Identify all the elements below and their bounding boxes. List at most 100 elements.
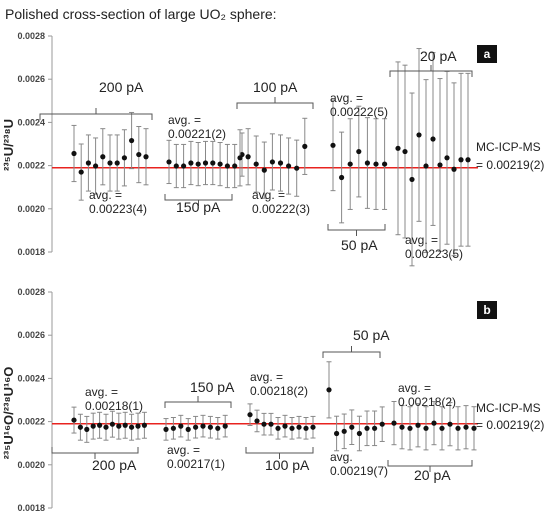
- data-point: [296, 424, 302, 430]
- data-point: [364, 425, 370, 431]
- data-point: [303, 425, 309, 431]
- data-point: [84, 426, 90, 432]
- data-point: [215, 425, 221, 431]
- average-label: avg. =: [167, 443, 200, 457]
- data-point: [444, 155, 450, 161]
- average-value: 0.00222(3): [252, 202, 310, 216]
- data-point: [129, 424, 135, 430]
- data-point: [261, 421, 267, 427]
- y-tick-label: 0.0022: [17, 161, 45, 171]
- average-value: 0.00223(4): [89, 202, 147, 216]
- data-point: [103, 424, 109, 430]
- data-point: [129, 137, 135, 144]
- data-point: [437, 162, 443, 168]
- data-point: [294, 165, 300, 171]
- data-point: [334, 430, 340, 437]
- data-point: [415, 422, 421, 428]
- average-value: 0.00223(5): [405, 247, 463, 261]
- data-point: [286, 163, 292, 169]
- group-bracket: [389, 65, 473, 77]
- y-tick-label: 0.0018: [17, 503, 45, 513]
- reference-value-label: = 0.00219(2): [476, 158, 544, 172]
- data-point: [423, 425, 429, 431]
- average-label: avg. =: [398, 381, 431, 395]
- average-label: avg. =: [405, 233, 438, 247]
- data-point: [302, 143, 308, 149]
- group-bracket: [164, 194, 233, 206]
- data-point: [210, 160, 216, 166]
- y-axis-label: ²³⁵U¹⁶O/²³⁸U¹⁶O: [1, 367, 16, 460]
- data-point: [193, 424, 199, 430]
- data-point: [178, 423, 184, 429]
- data-point: [170, 425, 176, 431]
- data-point: [93, 163, 99, 169]
- data-point: [217, 161, 223, 167]
- average-label: avg. =: [330, 91, 363, 105]
- data-point: [245, 154, 251, 160]
- current-label: 100 pA: [265, 457, 310, 473]
- data-point: [247, 412, 253, 418]
- reference-label: MC-ICP-MS: [476, 140, 541, 154]
- data-point: [85, 160, 91, 166]
- y-tick-label: 0.0028: [17, 287, 45, 297]
- data-point: [232, 163, 238, 169]
- average-label: avg.: [330, 450, 353, 464]
- average-value: 0.00218(2): [250, 384, 308, 398]
- panel-label: a: [484, 47, 491, 61]
- data-point: [277, 160, 284, 166]
- data-point: [141, 422, 147, 428]
- group-bracket: [39, 108, 153, 120]
- data-point: [447, 421, 453, 427]
- data-point: [202, 160, 209, 166]
- average-label: avg. =: [85, 385, 118, 399]
- data-point: [402, 148, 408, 155]
- panel-badge: [477, 45, 497, 63]
- data-point: [185, 426, 191, 432]
- data-point: [339, 174, 345, 181]
- y-tick-label: 0.0024: [17, 373, 45, 383]
- y-tick-label: 0.0020: [17, 204, 45, 214]
- average-value: 0.00218(2): [398, 395, 456, 409]
- data-point: [382, 161, 388, 167]
- data-point: [135, 423, 141, 429]
- group-bracket: [245, 447, 314, 459]
- data-point: [439, 425, 445, 431]
- data-point: [451, 166, 457, 172]
- data-point: [173, 163, 179, 169]
- data-point: [458, 157, 464, 163]
- data-point: [455, 425, 461, 431]
- data-point: [268, 421, 274, 427]
- current-label: 150 pA: [190, 379, 235, 395]
- data-point: [166, 159, 172, 165]
- average-label: avg. =: [89, 188, 122, 202]
- y-tick-label: 0.0018: [17, 247, 45, 257]
- data-point: [409, 176, 415, 183]
- group-bracket: [236, 97, 314, 109]
- data-point: [282, 423, 288, 429]
- data-point: [136, 151, 142, 158]
- y-tick-label: 0.0024: [17, 117, 45, 127]
- current-label: 50 pA: [353, 327, 390, 343]
- y-tick-label: 0.0028: [17, 31, 45, 41]
- data-point: [465, 157, 471, 163]
- y-tick-label: 0.0022: [17, 417, 45, 427]
- data-point: [391, 420, 397, 426]
- panel-badge: [477, 301, 497, 319]
- data-point: [269, 159, 275, 165]
- data-point: [373, 161, 379, 167]
- data-point: [116, 423, 122, 429]
- data-point: [430, 136, 436, 142]
- group-bracket: [164, 396, 232, 408]
- data-point: [289, 425, 295, 431]
- average-label: avg. =: [250, 370, 283, 384]
- data-point: [341, 428, 347, 434]
- data-point: [143, 154, 149, 160]
- average-value: 0.00222(5): [330, 105, 388, 119]
- data-point: [395, 145, 401, 151]
- data-point: [207, 424, 213, 430]
- data-point: [195, 161, 201, 167]
- data-point: [78, 169, 84, 175]
- data-point: [364, 160, 370, 166]
- data-point: [254, 418, 260, 424]
